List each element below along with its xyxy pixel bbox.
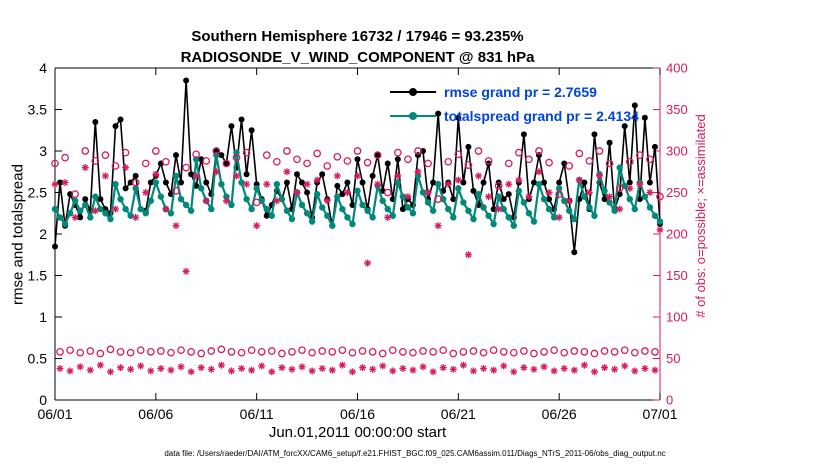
svg-text:06/06: 06/06 <box>138 406 173 422</box>
svg-text:250: 250 <box>666 185 688 200</box>
legend: rmse grand pr = 2.7659 totalspread grand… <box>390 80 639 128</box>
svg-text:350: 350 <box>666 102 688 117</box>
svg-text:0.5: 0.5 <box>28 351 48 367</box>
title-line1: Southern Hemisphere 16732 / 17946 = 93.2… <box>191 28 524 45</box>
svg-text:2: 2 <box>39 226 47 242</box>
legend-rmse-marker-icon <box>409 88 417 96</box>
svg-text:0: 0 <box>39 392 47 408</box>
svg-text:3: 3 <box>39 143 47 159</box>
svg-text:1.5: 1.5 <box>28 268 48 284</box>
svg-text:06/21: 06/21 <box>441 406 476 422</box>
svg-text:2.5: 2.5 <box>28 185 48 201</box>
svg-text:1: 1 <box>39 309 47 325</box>
svg-text:3.5: 3.5 <box>28 102 48 118</box>
chart-title: Southern Hemisphere 16732 / 17946 = 93.2… <box>55 26 660 68</box>
svg-text:07/01: 07/01 <box>642 406 677 422</box>
svg-text:0: 0 <box>666 393 673 408</box>
legend-item-rmse: rmse grand pr = 2.7659 <box>390 80 639 104</box>
svg-text:150: 150 <box>666 268 688 283</box>
x-axis-label: Jun.01,2011 00:00:00 start <box>268 424 447 441</box>
legend-totalspread-label: totalspread grand pr = 2.4134 <box>444 108 639 124</box>
y-axis-label-right: # of obs: o=possible; ×=assimilated <box>693 114 708 318</box>
svg-text:06/01: 06/01 <box>37 406 72 422</box>
y-axis-label-left: rmse and totalspread <box>9 164 27 305</box>
data-file-caption: data file: /Users/raeder/DAI/ATM_forcXX/… <box>164 449 666 458</box>
legend-totalspread-marker-icon <box>409 112 417 120</box>
svg-text:06/26: 06/26 <box>542 406 577 422</box>
svg-text:400: 400 <box>666 61 688 76</box>
legend-totalspread-line-icon <box>390 112 436 120</box>
svg-text:300: 300 <box>666 144 688 159</box>
legend-rmse-label: rmse grand pr = 2.7659 <box>444 84 597 100</box>
svg-text:4: 4 <box>39 60 47 76</box>
svg-text:200: 200 <box>666 227 688 242</box>
svg-text:100: 100 <box>666 310 688 325</box>
legend-item-totalspread: totalspread grand pr = 2.4134 <box>390 104 639 128</box>
svg-text:06/16: 06/16 <box>340 406 375 422</box>
svg-text:06/11: 06/11 <box>240 406 274 422</box>
title-line2: RADIOSONDE_V_WIND_COMPONENT @ 831 hPa <box>180 49 535 66</box>
legend-rmse-line-icon <box>390 88 436 96</box>
svg-text:50: 50 <box>666 351 680 366</box>
